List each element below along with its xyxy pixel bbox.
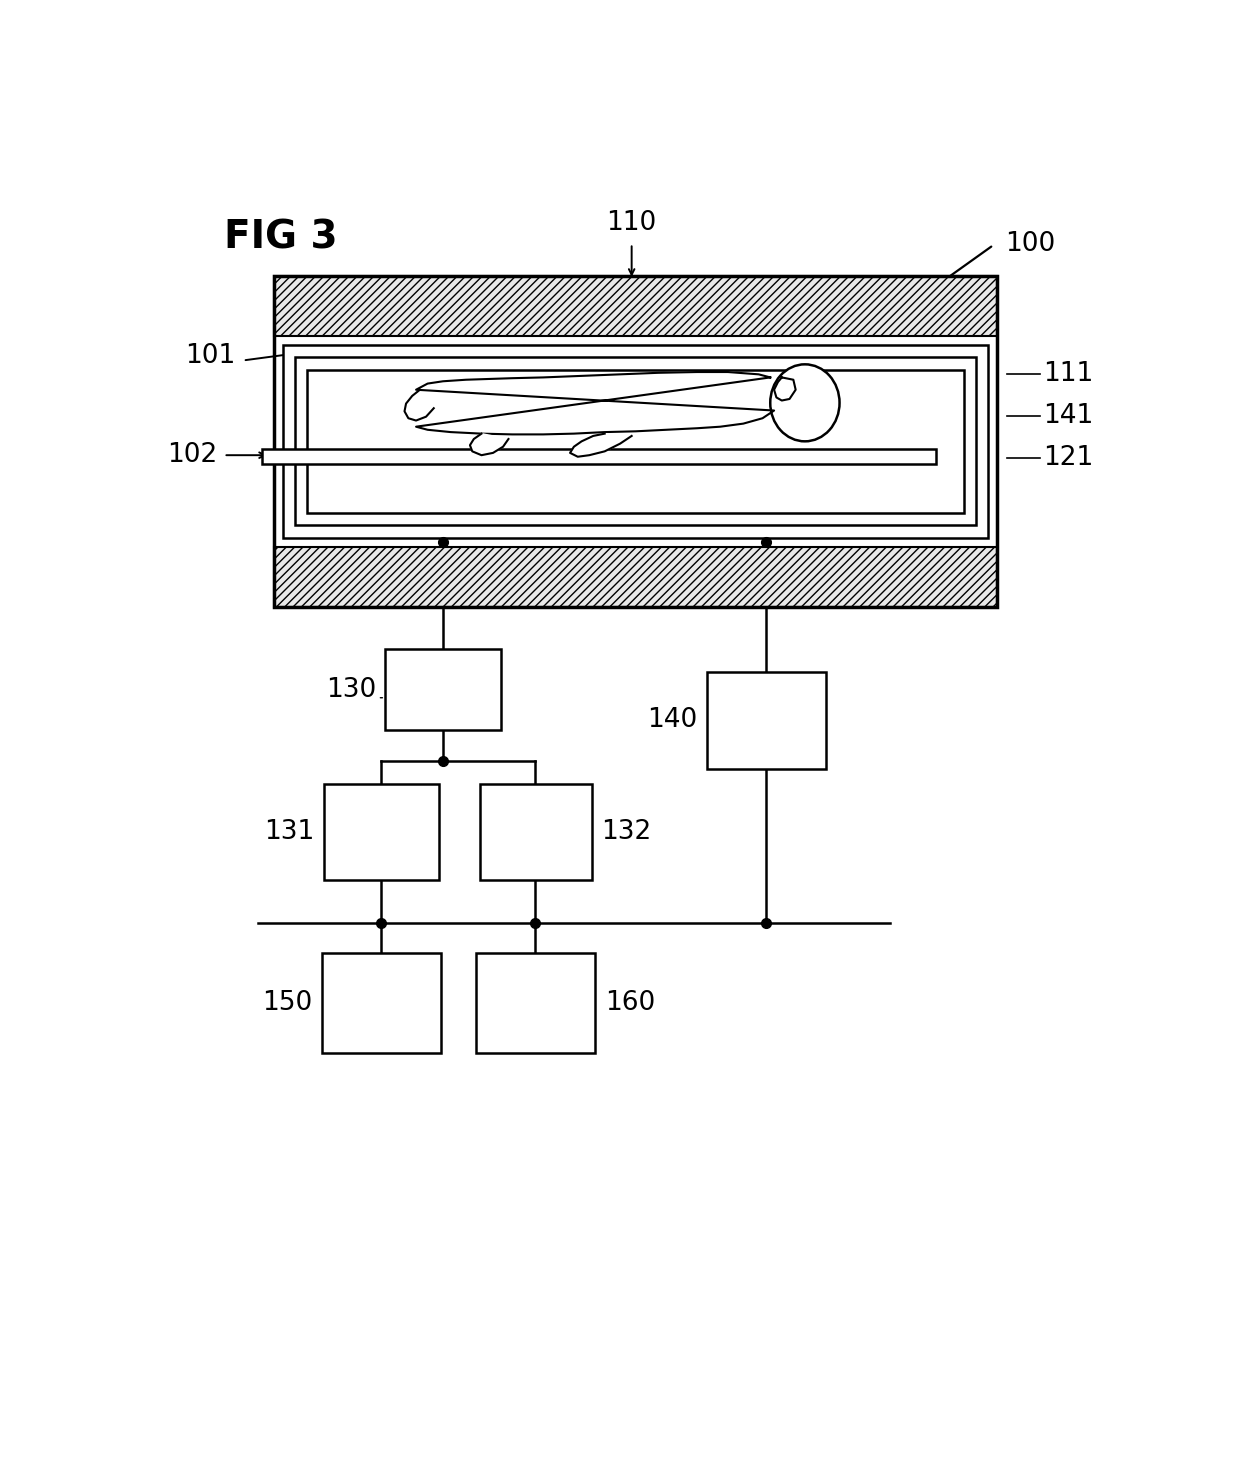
Text: 132: 132 (601, 818, 651, 845)
Text: 111: 111 (1044, 360, 1094, 386)
Text: FIG 3: FIG 3 (223, 218, 337, 256)
Text: 160: 160 (605, 991, 655, 1016)
Polygon shape (570, 433, 631, 457)
Bar (274, 335, 997, 548)
Ellipse shape (770, 365, 839, 441)
Text: 141: 141 (1044, 403, 1094, 429)
Bar (707, 672, 826, 769)
Bar (386, 649, 501, 731)
Polygon shape (470, 433, 508, 455)
Polygon shape (774, 378, 796, 401)
Bar (274, 548, 997, 608)
Text: 150: 150 (263, 991, 312, 1016)
Text: 101: 101 (185, 343, 236, 369)
Text: 131: 131 (264, 818, 315, 845)
Bar (283, 346, 988, 537)
Text: 102: 102 (167, 442, 217, 468)
Text: 110: 110 (606, 209, 657, 236)
Text: 140: 140 (647, 707, 698, 733)
Bar (262, 449, 936, 464)
Polygon shape (417, 372, 774, 435)
Bar (476, 953, 595, 1054)
Bar (322, 953, 441, 1054)
Text: 100: 100 (1006, 231, 1055, 258)
Bar (295, 357, 976, 526)
Bar (324, 785, 439, 880)
Text: 130: 130 (326, 676, 376, 703)
Bar (274, 275, 997, 335)
Bar (274, 275, 997, 608)
Bar (480, 785, 591, 880)
Bar (308, 370, 963, 512)
Text: 121: 121 (1044, 445, 1094, 471)
